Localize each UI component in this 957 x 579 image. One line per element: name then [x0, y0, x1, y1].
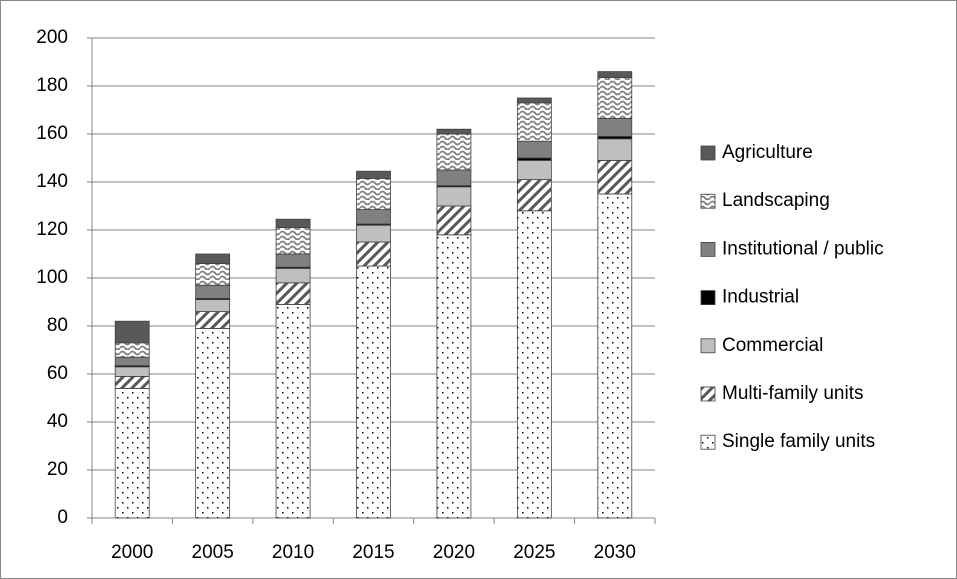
bar-segment: [275, 227, 311, 255]
bar-segment: [356, 177, 391, 210]
bar-segment: [597, 193, 633, 519]
legend-swatch: [700, 241, 716, 257]
x-tick-label: 2000: [111, 542, 153, 563]
legend-swatch: [700, 338, 716, 354]
bar-segment: [597, 71, 633, 78]
bar-segment: [275, 253, 311, 268]
y-tick-label: 180: [36, 75, 68, 96]
bar-segment: [516, 97, 552, 104]
bar-segment: [275, 282, 311, 305]
y-tick-label: 160: [36, 123, 68, 144]
y-tick-label: 80: [47, 315, 68, 336]
bar-segment: [195, 263, 231, 286]
bar-segment: [597, 159, 633, 195]
legend-label: Institutional / public: [722, 238, 884, 259]
bar-segment: [114, 342, 150, 358]
y-tick-label: 200: [36, 27, 68, 48]
y-tick-label: 140: [36, 171, 68, 192]
legend-label: Single family units: [722, 431, 875, 452]
legend-swatch: [700, 145, 716, 161]
legend-label: Industrial: [722, 287, 799, 308]
legend-label: Multi-family units: [722, 383, 863, 404]
y-tick-label: 0: [57, 507, 68, 528]
y-tick-label: 120: [36, 219, 68, 240]
bar-segment: [114, 387, 150, 519]
bar-segment: [597, 138, 633, 161]
legend-label: Agriculture: [722, 142, 813, 163]
bar-segment: [436, 133, 472, 171]
y-tick-label: 60: [47, 363, 68, 384]
legend-swatch: [700, 386, 716, 402]
bar-segment: [195, 299, 231, 313]
bar-segment: [356, 241, 391, 267]
bar-segment: [356, 209, 391, 225]
legend-swatch: [700, 290, 716, 306]
legend-swatch: [700, 193, 716, 209]
bar-segment: [275, 218, 311, 228]
bar-segment: [356, 224, 391, 243]
bar-segment: [516, 159, 552, 180]
bar-segment: [275, 303, 311, 519]
x-tick-label: 2025: [513, 542, 555, 563]
x-tick-label: 2005: [192, 542, 234, 563]
y-tick-label: 40: [47, 411, 68, 432]
x-tick-label: 2030: [594, 542, 636, 563]
bar-segment: [195, 311, 231, 329]
bar-segment: [436, 186, 472, 207]
bar-segment: [597, 118, 633, 137]
bar-segment: [114, 356, 150, 367]
bar-segment: [275, 267, 311, 284]
bar-segment: [436, 234, 472, 519]
bar-segment: [436, 205, 472, 236]
bar-segment: [516, 102, 552, 142]
y-tick-label: 20: [47, 459, 68, 480]
bar-segment: [356, 265, 391, 519]
bar-segment: [436, 128, 472, 135]
bar-segment: [195, 284, 231, 299]
legend-label: Commercial: [722, 335, 823, 356]
legend-label: Landscaping: [722, 190, 830, 211]
bar-segment: [114, 375, 150, 389]
bar-segment: [114, 320, 150, 344]
x-tick-label: 2010: [272, 542, 314, 563]
bar-segment: [195, 327, 231, 519]
bar-segment: [516, 179, 552, 212]
y-tick-label: 100: [36, 267, 68, 288]
bar-segment: [356, 170, 391, 179]
bar-segment: [597, 77, 633, 119]
bar-segment: [516, 140, 552, 159]
bar-segment: [114, 366, 150, 377]
x-tick-label: 2020: [433, 542, 475, 563]
bar-segment: [436, 169, 472, 187]
x-tick-label: 2015: [352, 542, 394, 563]
bar-segment: [516, 210, 552, 519]
legend-swatch: [700, 434, 716, 450]
bar-segment: [195, 253, 231, 265]
